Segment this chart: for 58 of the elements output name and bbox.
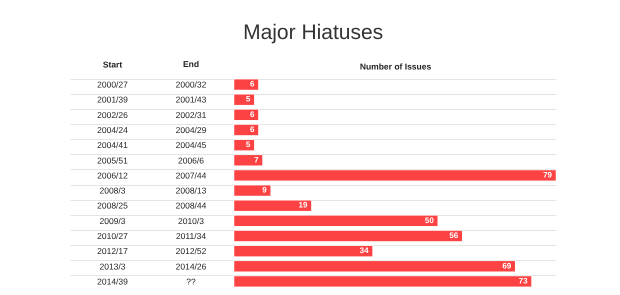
y-tick-label: 2012/17 [97,246,128,256]
y-tick-label: 2008/25 [97,200,128,211]
data-label: 19 [298,200,308,210]
text: 2012/52 [176,246,207,256]
bar [234,215,438,227]
data-label: 6 [250,125,256,134]
data-label: 6 [250,110,256,119]
text: 2007/44 [176,170,207,180]
text: 2004/45 [176,140,207,150]
data-label: 34 [360,246,370,256]
data-label: 5 [246,94,251,104]
y-tick-label: 2008/3 [100,186,126,196]
data-label: 73 [518,276,528,286]
x-axis-title: Number of Issues [360,62,432,72]
y-tick-label: 2000/27 [97,80,128,90]
bar [234,124,259,136]
text: 2011/34 [176,231,206,241]
bar [234,154,263,166]
y-tick-label: 2006/12 [97,170,128,180]
bar [234,78,259,90]
text: ?? [186,276,196,286]
bar [234,184,271,196]
y-tick-label: 2001/39 [97,94,128,105]
y-tick-label: 2013/3 [100,261,126,272]
text: 2001/43 [176,94,207,105]
text: 2004/29 [176,125,207,135]
text: 2008/44 [176,200,207,211]
bar [234,200,312,212]
bar [234,94,255,106]
text: End [182,59,200,69]
data-label: 50 [424,216,434,225]
bar [234,245,373,257]
y-tick-label: 2010/27 [97,231,128,241]
data-label: 7 [254,155,260,164]
y-tick-label: 2005/51 [97,155,128,166]
data-label: 79 [543,170,553,180]
bar [234,260,516,272]
data-label: 6 [250,80,256,89]
y-tick-label: 2004/41 [97,140,128,150]
bar [234,139,255,151]
data-label: 69 [502,261,512,270]
y-tick-label: 2002/26 [97,110,128,120]
chart-title: Major Hiatuses [243,21,384,44]
text: 2000/32 [176,80,207,90]
text: 2006/6 [178,155,204,166]
text: 2008/13 [176,186,207,196]
y-axis-title: Start [102,60,122,70]
y-tick-label: 2004/24 [97,125,128,135]
data-label: 9 [262,186,268,195]
y-tick-label: 2014/39 [97,276,128,286]
bar [234,230,463,242]
text: 2010/3 [178,216,204,226]
data-label: 5 [246,140,251,150]
y-tick-label: 2009/3 [100,216,126,226]
bar [234,109,259,121]
data-label: 56 [449,231,459,240]
text: 2014/26 [176,261,207,272]
text: 2002/31 [176,110,207,120]
